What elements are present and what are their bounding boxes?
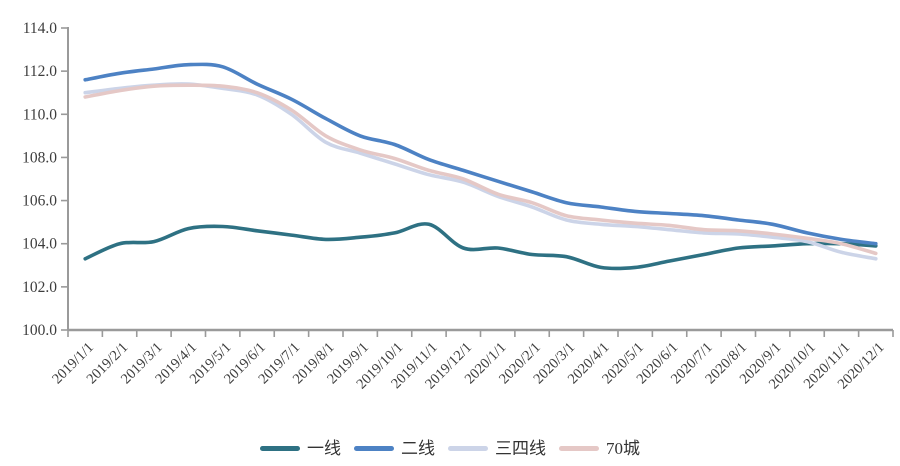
legend-label: 70城: [606, 438, 640, 458]
y-tick-label: 100.0: [22, 322, 57, 339]
legend-item-1[interactable]: 二线: [354, 440, 435, 457]
y-tick-label: 108.0: [22, 149, 57, 166]
legend-item-0[interactable]: 一线: [260, 440, 341, 457]
series-line-3: [83, 83, 878, 256]
y-tick-label: 106.0: [22, 193, 57, 210]
legend-line-swatch-icon: [448, 445, 488, 451]
y-tick-label: 110.0: [23, 106, 58, 123]
legend-label: 二线: [401, 438, 435, 458]
legend-line-swatch-icon: [260, 445, 300, 451]
legend-label: 三四线: [495, 438, 546, 458]
series-line-0: [83, 222, 878, 271]
legend-line-swatch-icon: [354, 445, 394, 451]
legend-item-2[interactable]: 三四线: [448, 440, 546, 457]
chart-legend: 一线 二线 三四线 70城: [0, 437, 900, 459]
legend-item-3[interactable]: 70城: [559, 440, 640, 457]
series-line-2: [83, 82, 878, 261]
y-tick-label: 112.0: [23, 63, 58, 80]
y-tick-label: 104.0: [22, 236, 57, 253]
y-tick-label: 102.0: [22, 279, 57, 296]
legend-label: 一线: [307, 438, 341, 458]
legend-line-swatch-icon: [559, 445, 599, 451]
y-tick-label: 114.0: [23, 20, 58, 37]
series-line-1: [83, 62, 878, 246]
